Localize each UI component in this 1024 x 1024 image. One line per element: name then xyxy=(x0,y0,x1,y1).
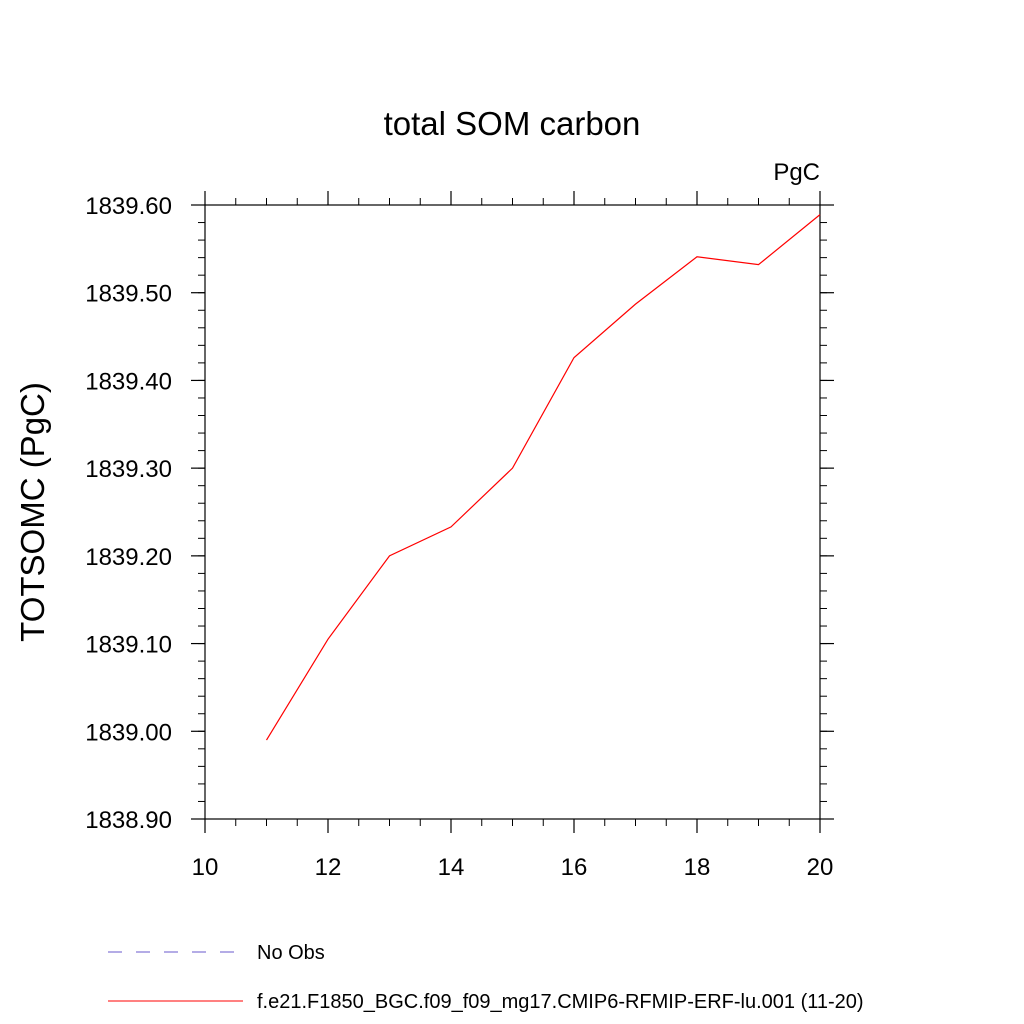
y-tick-label: 1839.10 xyxy=(85,632,172,659)
legend: No Obs f.e21.F1850_BGC.f09_f09_mg17.CMIP… xyxy=(108,942,864,1013)
x-tick-label: 18 xyxy=(684,854,711,881)
series-layer xyxy=(265,214,821,741)
y-axis-label: TOTSOMC (PgC) xyxy=(14,382,51,642)
x-tick-label: 14 xyxy=(438,854,465,881)
y-tick-label: 1839.50 xyxy=(85,281,172,308)
axis-ticks: 10 12 14 16 18 20 1838.90 1839.00 1839.10 1839.20… xyxy=(85,191,834,881)
y-tick-label: 1839.30 xyxy=(85,456,172,483)
units-label: PgC xyxy=(773,159,820,186)
series-line xyxy=(265,214,821,741)
x-tick-label: 20 xyxy=(807,854,834,881)
y-tick-label: 1839.20 xyxy=(85,544,172,571)
chart-title: total SOM carbon xyxy=(384,105,641,142)
legend-label-no-obs: No Obs xyxy=(257,942,325,964)
y-tick-label: 1839.60 xyxy=(85,193,172,220)
x-tick-label: 12 xyxy=(315,854,342,881)
x-tick-label: 10 xyxy=(192,854,219,881)
y-tick-label: 1839.00 xyxy=(85,719,172,746)
y-tick-label: 1838.90 xyxy=(85,807,172,834)
plot-frame xyxy=(204,204,821,820)
legend-label-series: f.e21.F1850_BGC.f09_f09_mg17.CMIP6-RFMIP… xyxy=(257,991,864,1013)
y-tick-label: 1839.40 xyxy=(85,368,172,395)
x-tick-label: 16 xyxy=(561,854,588,881)
